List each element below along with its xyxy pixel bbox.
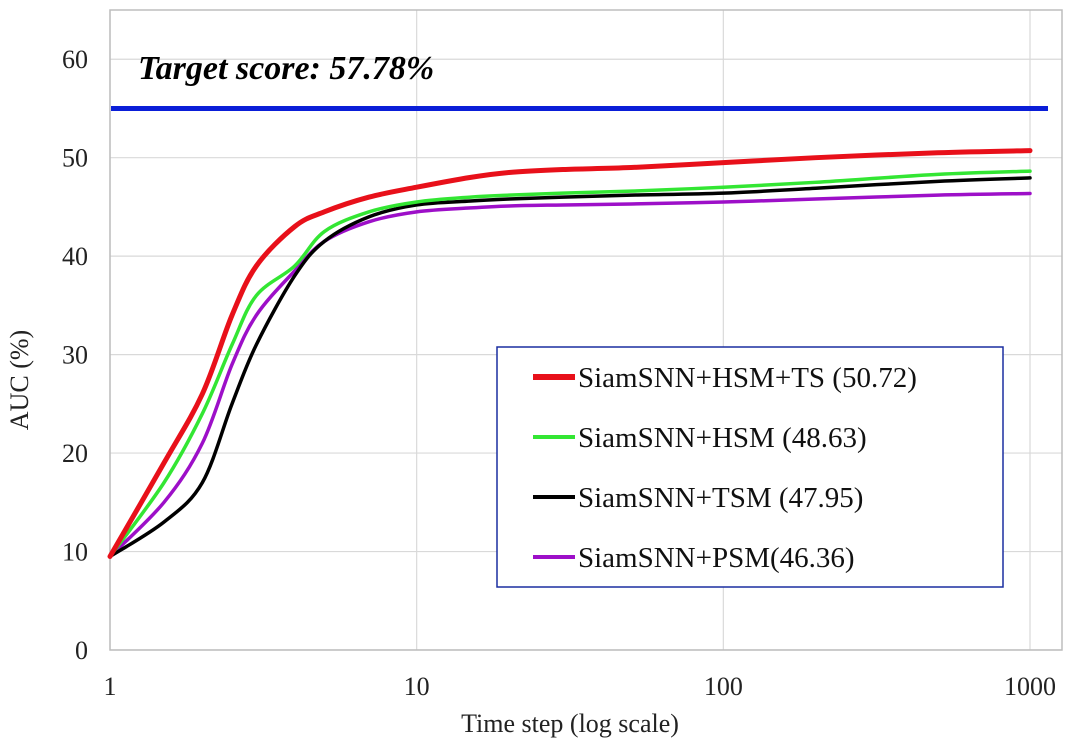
x-tick-label: 100 xyxy=(704,672,743,701)
x-tick-labels: 1 10 100 1000 xyxy=(104,672,1057,701)
x-tick-label: 1000 xyxy=(1004,672,1056,701)
series-line-4 xyxy=(108,191,1032,559)
x-axis-title: Time step (log scale) xyxy=(461,709,679,738)
x-tick-label: 10 xyxy=(404,672,430,701)
legend-label-1: SiamSNN+HSM+TS (50.72) xyxy=(578,362,917,394)
series-line-1 xyxy=(107,148,1033,559)
target-score-label: Target score: 57.78% xyxy=(138,50,434,87)
y-tick-label: 30 xyxy=(62,341,88,370)
y-axis-title: AUC (%) xyxy=(5,330,34,430)
y-tick-label: 40 xyxy=(62,242,88,271)
legend: SiamSNN+HSM+TS (50.72) SiamSNN+HSM (48.63… xyxy=(496,346,1004,588)
plot-frame xyxy=(109,9,1063,651)
y-tick-label: 20 xyxy=(62,439,88,468)
series-layer xyxy=(107,148,1033,559)
legend-label-3: SiamSNN+TSM (47.95) xyxy=(578,482,863,514)
legend-box xyxy=(496,346,1004,588)
series-line-3 xyxy=(108,176,1032,559)
y-tick-label: 50 xyxy=(62,144,88,173)
legend-label-4: SiamSNN+PSM(46.36) xyxy=(578,542,855,574)
legend-label-2: SiamSNN+HSM (48.63) xyxy=(578,422,867,454)
series-line-2 xyxy=(108,169,1032,559)
y-tick-label: 10 xyxy=(62,538,88,567)
y-tick-label: 60 xyxy=(62,45,88,74)
y-tick-label: 0 xyxy=(75,636,88,665)
y-tick-labels: 0 10 20 30 40 50 60 xyxy=(62,45,88,665)
x-tick-label: 1 xyxy=(104,672,117,701)
